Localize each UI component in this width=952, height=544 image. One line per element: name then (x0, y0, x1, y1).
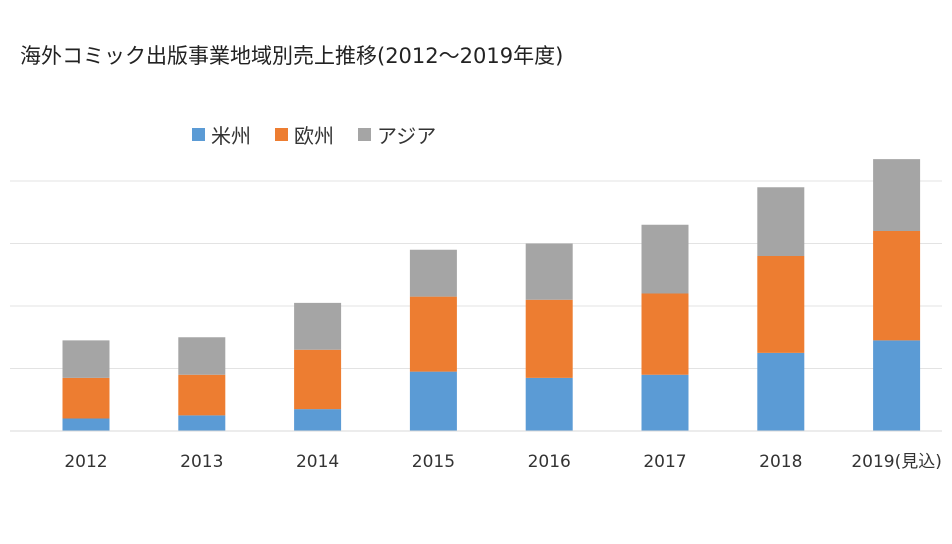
bar-segment-3-5 (525, 243, 573, 300)
bar-segment-2-7 (757, 256, 805, 353)
bar-segment-1-8 (873, 340, 921, 431)
x-tick-label: 2018 (759, 452, 802, 472)
bar-segment-2-4 (409, 296, 457, 372)
bar-segment-3-4 (409, 249, 457, 297)
bar-segment-3-2 (178, 337, 226, 375)
bars (62, 159, 921, 431)
bar-segment-2-6 (641, 293, 689, 375)
bar-segment-2-1 (62, 377, 110, 419)
bar-segment-2-3 (294, 349, 342, 410)
legend-label-2: 欧州 (294, 124, 334, 148)
legend: 米州 欧州 アジア (192, 124, 436, 148)
bar-segment-1-1 (62, 418, 110, 431)
bar-segment-3-7 (757, 187, 805, 256)
legend-label-1: 米州 (211, 124, 251, 148)
x-tick-label: 2015 (412, 452, 455, 472)
x-tick-label: 2017 (643, 452, 686, 472)
bar-segment-1-3 (294, 409, 342, 431)
bar-segment-1-2 (178, 415, 226, 431)
x-tick-label: 2019(見込) (851, 452, 942, 472)
chart-title: 海外コミック出版事業地域別売上推移(2012〜2019年度) (20, 44, 564, 68)
legend-label-3: アジア (377, 124, 436, 148)
bar-segment-3-1 (62, 340, 110, 378)
legend-swatch-3 (358, 128, 371, 141)
x-tick-label: 2012 (64, 452, 107, 472)
x-tick-label: 2016 (528, 452, 571, 472)
legend-swatch-2 (275, 128, 288, 141)
bar-segment-1-6 (641, 374, 689, 431)
bar-segment-3-8 (873, 159, 921, 231)
bar-segment-3-6 (641, 224, 689, 294)
x-axis: 2012 2013 2014 2015 2016 2017 2018 2019(見込) (10, 430, 942, 472)
bar-segment-2-5 (525, 299, 573, 378)
x-tick-label: 2013 (180, 452, 223, 472)
bar-segment-2-2 (178, 374, 226, 416)
bar-segment-3-3 (294, 302, 342, 350)
legend-swatch-1 (192, 128, 205, 141)
bar-segment-2-8 (873, 231, 921, 341)
x-tick-label: 2014 (296, 452, 339, 472)
bar-segment-1-5 (525, 377, 573, 431)
bar-segment-1-4 (409, 371, 457, 431)
bar-segment-1-7 (757, 352, 805, 431)
